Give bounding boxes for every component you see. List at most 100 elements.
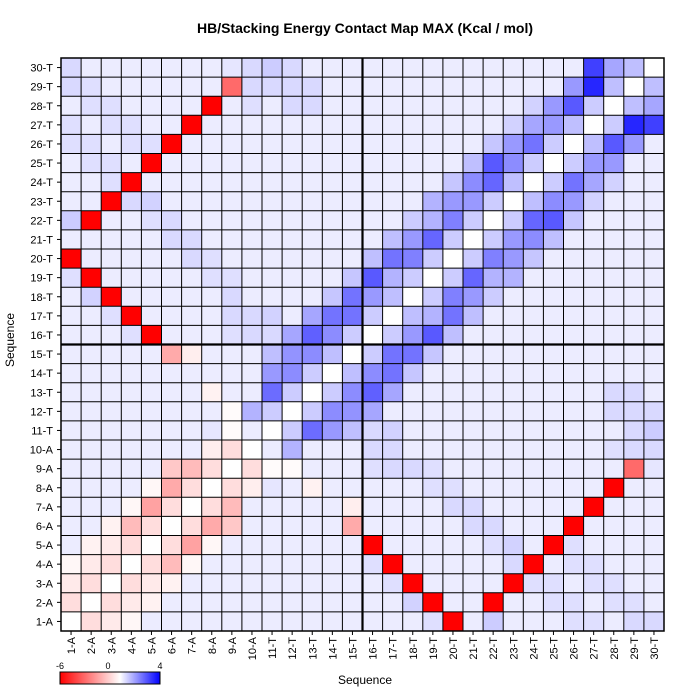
heatmap-cell-14-T-25-T <box>322 153 343 173</box>
heatmap-cell-22-T-26-T <box>483 134 504 154</box>
heatmap-cell-22-T-7-A <box>483 497 504 517</box>
heatmap-cell-20-T-5-A <box>442 535 463 555</box>
heatmap-cell-20-T-10-A <box>442 440 463 460</box>
heatmap-cell-23-T-3-A <box>503 573 524 593</box>
heatmap-cell-14-T-30-T <box>322 58 343 78</box>
heatmap-cell-8-A-24-T <box>201 172 222 192</box>
heatmap-cell-30-T-22-T <box>643 210 664 230</box>
heatmap-cell-10-A-6-A <box>241 516 262 536</box>
heatmap-cell-4-A-10-A <box>121 440 142 460</box>
heatmap-cell-9-A-16-T <box>221 325 242 345</box>
heatmap-cell-18-T-19-T <box>402 268 423 288</box>
heatmap-cell-26-T-18-T <box>563 287 584 307</box>
heatmap-cell-27-T-19-T <box>583 268 604 288</box>
heatmap-cell-17-T-16-T <box>382 325 403 345</box>
heatmap-cell-5-A-24-T <box>141 172 162 192</box>
heatmap-cell-28-T-6-A <box>603 516 624 536</box>
heatmap-cell-18-T-9-A <box>402 459 423 479</box>
heatmap-cell-25-T-21-T <box>543 229 564 249</box>
heatmap-cell-9-A-14-T <box>221 363 242 383</box>
x-tick-labels: 1-A 2-A 3-A 4-A 5-A 6-A 7-A 8-A 9-A 10-A 11-T 12-T 1… <box>66 631 661 660</box>
heatmap-cell-18-T-20-T <box>402 249 423 269</box>
heatmap-cell-30-T-25-T <box>643 153 664 173</box>
heatmap-cell-24-T-22-T <box>523 210 544 230</box>
heatmap-cell-3-A-2-A <box>101 592 122 612</box>
heatmap-cell-19-T-22-T <box>422 210 443 230</box>
heatmap-cell-25-T-29-T <box>543 77 564 97</box>
heatmap-cell-13-T-9-A <box>302 459 323 479</box>
heatmap-cell-26-T-19-T <box>563 268 584 288</box>
heatmap-cell-8-A-1-A <box>201 611 222 631</box>
heatmap-cell-26-T-26-T <box>563 134 584 154</box>
heatmap-cell-29-T-11-T <box>623 420 644 440</box>
heatmap-cell-5-A-6-A <box>141 516 162 536</box>
heatmap-cell-11-T-20-T <box>262 249 283 269</box>
heatmap-cell-16-T-11-T <box>362 420 383 440</box>
heatmap-cell-11-T-22-T <box>262 210 283 230</box>
heatmap-cell-26-T-8-A <box>563 478 584 498</box>
heatmap-cell-25-T-25-T <box>543 153 564 173</box>
y-tick-label: 11-T <box>31 425 53 437</box>
heatmap-cell-6-A-25-T <box>161 153 182 173</box>
heatmap-cell-14-T-16-T <box>322 325 343 345</box>
heatmap-cell-2-A-8-A <box>81 478 102 498</box>
heatmap-cell-9-A-19-T <box>221 268 242 288</box>
heatmap-cell-27-T-2-A <box>583 592 604 612</box>
heatmap-cell-22-T-10-A <box>483 440 504 460</box>
heatmap-cell-17-T-8-A <box>382 478 403 498</box>
heatmap-cell-18-T-16-T <box>402 325 423 345</box>
heatmap-cell-30-T-3-A <box>643 573 664 593</box>
heatmap-cell-5-A-2-A <box>141 592 162 612</box>
heatmap-cell-9-A-1-A <box>221 611 242 631</box>
heatmap-cell-2-A-14-T <box>81 363 102 383</box>
heatmap-cell-7-A-3-A <box>181 573 202 593</box>
heatmap-cell-28-T-21-T <box>603 229 624 249</box>
heatmap-cell-15-T-10-A <box>342 440 363 460</box>
heatmap-cell-26-T-2-A <box>563 592 584 612</box>
heatmap-cell-23-T-27-T <box>503 115 524 135</box>
heatmap-cell-27-T-29-T <box>583 77 604 97</box>
heatmap-cell-20-T-27-T <box>442 115 463 135</box>
heatmap-cell-18-T-12-T <box>402 401 423 421</box>
heatmap-cell-10-A-9-A <box>241 459 262 479</box>
heatmap-cell-11-T-6-A <box>262 516 283 536</box>
heatmap-cell-14-T-27-T <box>322 115 343 135</box>
heatmap-cell-20-T-18-T <box>442 287 463 307</box>
heatmap-cell-28-T-9-A <box>603 459 624 479</box>
heatmap-cell-1-A-11-T <box>61 420 82 440</box>
heatmap-cell-30-T-16-T <box>643 325 664 345</box>
heatmap-cell-1-A-4-A <box>61 554 82 574</box>
heatmap-cell-21-T-5-A <box>463 535 484 555</box>
heatmap-cell-23-T-11-T <box>503 420 524 440</box>
heatmap-cell-22-T-27-T <box>483 115 504 135</box>
heatmap-cell-21-T-17-T <box>463 306 484 326</box>
heatmap-cell-10-A-15-T <box>241 344 262 364</box>
heatmap-cell-8-A-4-A <box>201 554 222 574</box>
heatmap-cell-28-T-3-A <box>603 573 624 593</box>
heatmap-cell-24-T-8-A <box>523 478 544 498</box>
heatmap-cell-9-A-26-T <box>221 134 242 154</box>
heatmap-cell-17-T-6-A <box>382 516 403 536</box>
heatmap-cell-10-A-2-A <box>241 592 262 612</box>
heatmap-cell-2-A-9-A <box>81 459 102 479</box>
heatmap-cell-6-A-26-T <box>161 134 182 154</box>
heatmap-cell-7-A-14-T <box>181 363 202 383</box>
heatmap-cell-30-T-19-T <box>643 268 664 288</box>
heatmap-cell-19-T-25-T <box>422 153 443 173</box>
heatmap-cell-14-T-17-T <box>322 306 343 326</box>
heatmap-cell-3-A-18-T <box>101 287 122 307</box>
heatmap-cell-1-A-28-T <box>61 96 82 116</box>
heatmap-cell-28-T-17-T <box>603 306 624 326</box>
heatmap-cell-25-T-5-A <box>543 535 564 555</box>
heatmap-cell-30-T-17-T <box>643 306 664 326</box>
heatmap-cell-8-A-11-T <box>201 420 222 440</box>
heatmap-cell-5-A-8-A <box>141 478 162 498</box>
heatmap-cell-12-T-17-T <box>282 306 303 326</box>
heatmap-cell-15-T-25-T <box>342 153 363 173</box>
heatmap-cell-14-T-12-T <box>322 401 343 421</box>
heatmap-cell-6-A-19-T <box>161 268 182 288</box>
heatmap-cell-20-T-23-T <box>442 191 463 211</box>
heatmap-cell-9-A-17-T <box>221 306 242 326</box>
heatmap-cell-1-A-7-A <box>61 497 82 517</box>
heatmap-cell-24-T-12-T <box>523 401 544 421</box>
